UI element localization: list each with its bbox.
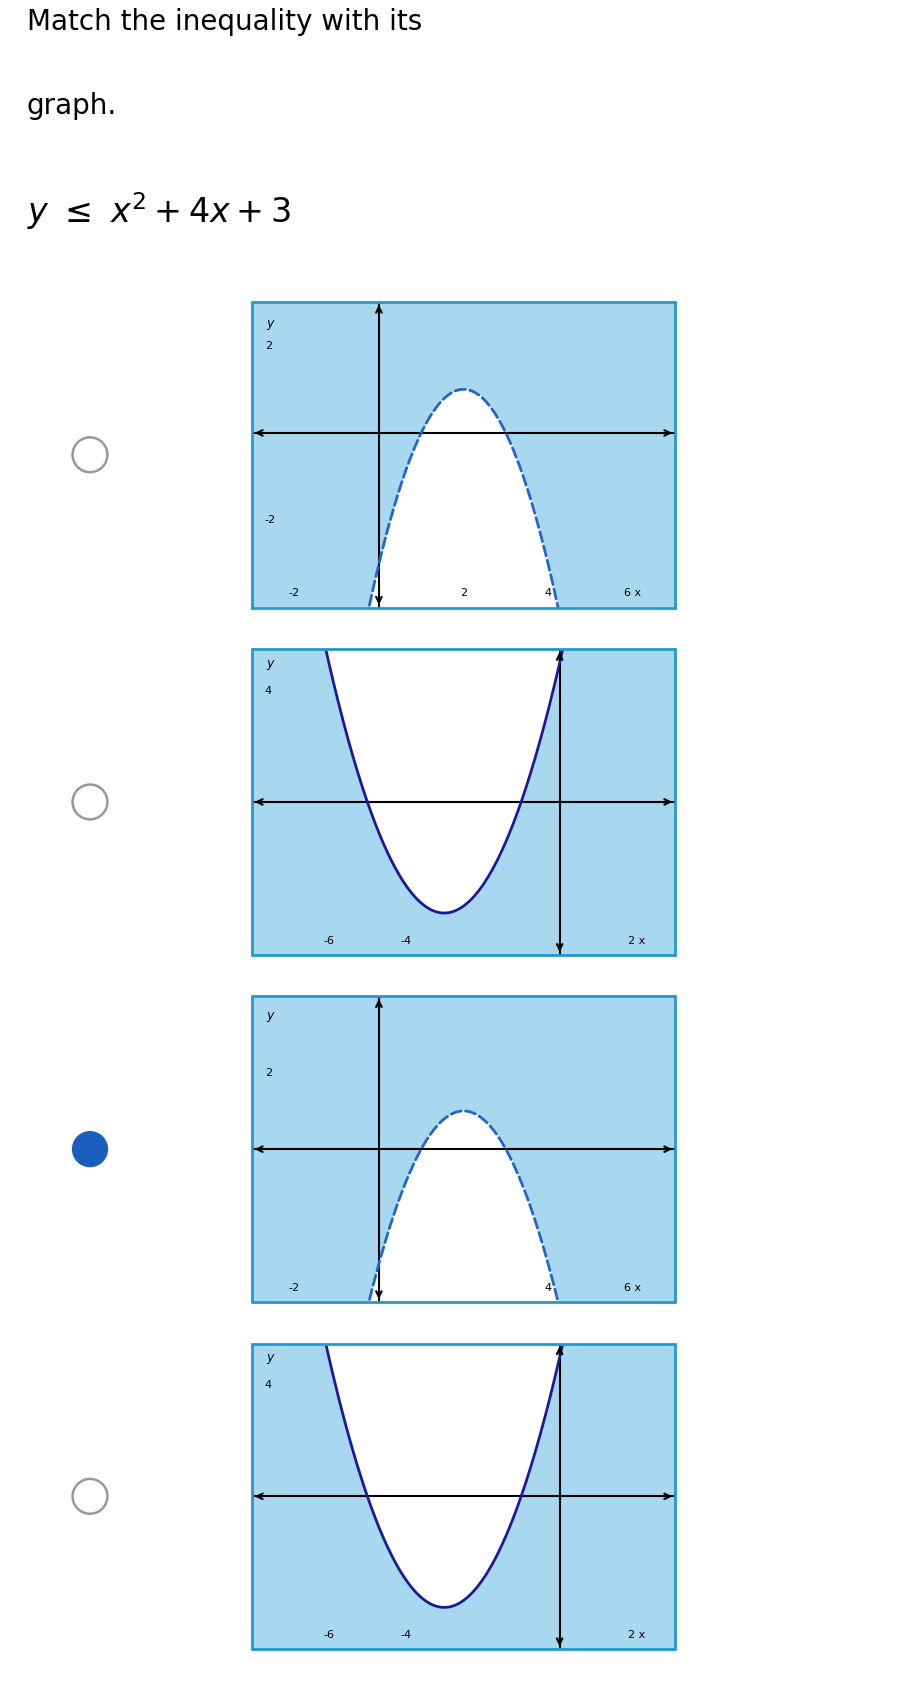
Text: -2: -2: [265, 515, 275, 525]
Text: 4: 4: [544, 1283, 552, 1293]
Text: -6: -6: [323, 1631, 335, 1639]
Text: -6: -6: [323, 935, 335, 946]
Text: y: y: [266, 1351, 274, 1363]
Text: y: y: [266, 1009, 274, 1022]
Text: 2: 2: [265, 341, 272, 351]
Text: 4: 4: [265, 1380, 272, 1390]
Text: -2: -2: [289, 588, 300, 598]
Text: Match the inequality with its: Match the inequality with its: [27, 9, 422, 36]
Circle shape: [73, 1131, 107, 1167]
Text: -2: -2: [289, 1283, 300, 1293]
Text: 4: 4: [265, 685, 272, 695]
Text: 2 x: 2 x: [628, 1631, 645, 1639]
Text: 6 x: 6 x: [624, 1283, 642, 1293]
Text: y: y: [266, 317, 274, 331]
Text: 2: 2: [460, 588, 467, 598]
Text: 6 x: 6 x: [624, 588, 642, 598]
Text: 2: 2: [265, 1068, 272, 1077]
Text: -4: -4: [400, 1631, 411, 1639]
Text: y: y: [266, 656, 274, 670]
Text: graph.: graph.: [27, 92, 117, 121]
Text: 2 x: 2 x: [628, 935, 645, 946]
Text: 4: 4: [544, 588, 552, 598]
Text: $y\ \leq\ x^2 + 4x + 3$: $y\ \leq\ x^2 + 4x + 3$: [27, 191, 291, 232]
Text: -4: -4: [400, 935, 411, 946]
